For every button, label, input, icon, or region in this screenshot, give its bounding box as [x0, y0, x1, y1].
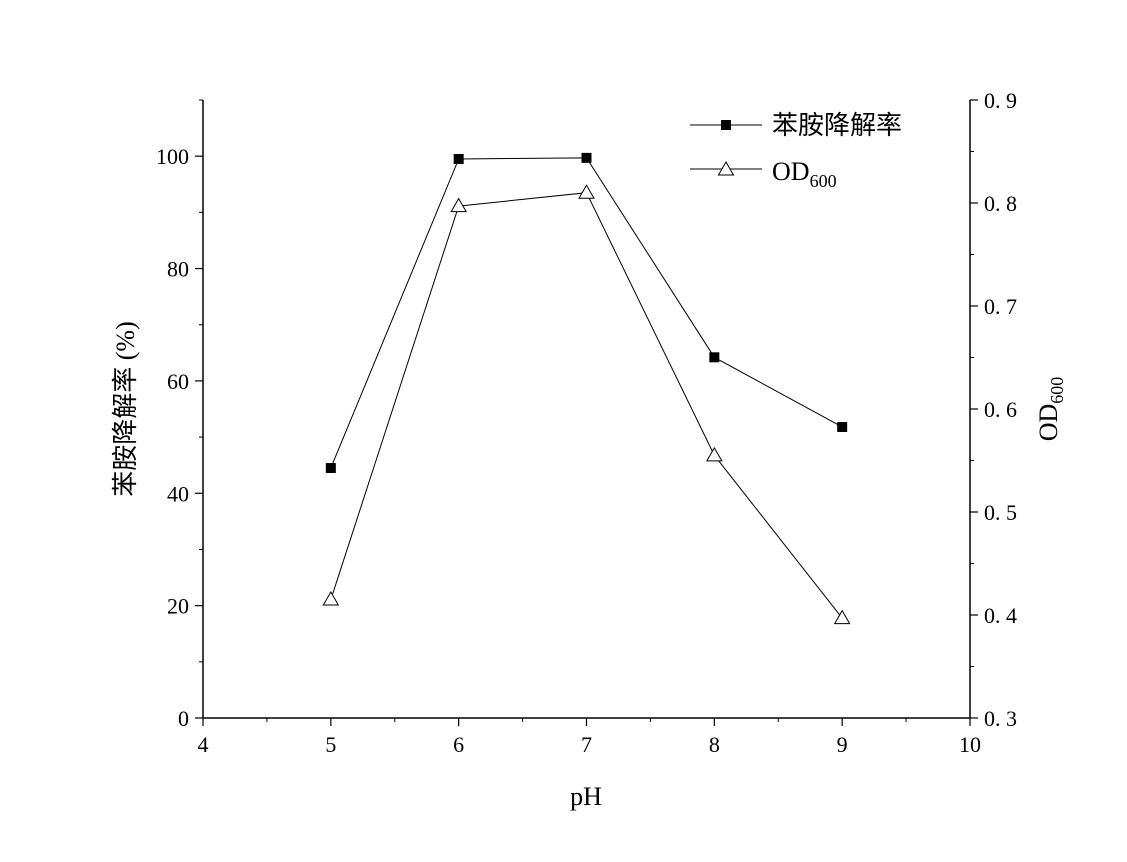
series-line-degradation — [330, 157, 843, 469]
y-right-tick-label: 0. 6 — [984, 397, 1017, 422]
data-point-degradation — [709, 352, 720, 363]
data-point-degradation — [837, 421, 848, 432]
legend-label-od600-sub: 600 — [810, 171, 837, 191]
legend-label-od600-main: OD — [772, 157, 810, 186]
y-right-axis-title-sub: 600 — [1047, 377, 1067, 404]
y-right-ticks: 0. 3 0. 4 0. 5 0. 6 0. 7 0. 8 0. 9 — [970, 88, 1017, 731]
x-axis-title: pH — [570, 782, 602, 811]
legend: 苯胺降解率 OD600 — [690, 111, 902, 191]
x-ticks: 4 5 6 7 8 9 10 — [198, 718, 981, 757]
y-right-tick-label: 0. 5 — [984, 500, 1017, 525]
y-left-tick-label: 100 — [156, 144, 189, 169]
y-right-tick-label: 0. 8 — [984, 191, 1017, 216]
y-left-tick-label: 40 — [167, 481, 189, 506]
data-point-degradation — [453, 153, 464, 164]
x-tick-label: 10 — [959, 732, 981, 757]
data-point-od600 — [578, 184, 595, 199]
x-tick-label: 5 — [325, 732, 336, 757]
series-markers — [322, 152, 851, 625]
series-lines — [330, 157, 843, 619]
y-left-tick-label: 20 — [167, 594, 189, 619]
data-point-degradation — [581, 152, 592, 163]
y-left-axis-title: 苯胺降解率 (%) — [111, 321, 140, 496]
y-right-tick-label: 0. 7 — [984, 294, 1017, 319]
y-right-tick-label: 0. 3 — [984, 706, 1017, 731]
x-tick-label: 8 — [709, 732, 720, 757]
data-point-od600 — [833, 609, 851, 625]
y-left-tick-label: 80 — [167, 257, 189, 282]
legend-entry-od600: OD600 — [690, 157, 837, 191]
series-line-od600 — [330, 192, 843, 619]
legend-label-degradation: 苯胺降解率 — [772, 111, 902, 140]
y-left-tick-label: 60 — [167, 369, 189, 394]
legend-marker-square — [721, 120, 731, 130]
x-tick-label: 4 — [198, 732, 209, 757]
legend-label-od600: OD600 — [772, 157, 837, 191]
x-tick-label: 7 — [581, 732, 592, 757]
x-tick-label: 6 — [453, 732, 464, 757]
y-left-tick-label: 0 — [178, 706, 189, 731]
data-point-od600 — [705, 446, 723, 462]
data-point-od600 — [450, 197, 468, 213]
data-point-degradation — [325, 462, 336, 473]
y-right-axis-title-main: OD — [1034, 404, 1063, 442]
x-tick-label: 9 — [837, 732, 848, 757]
y-right-axis-title: OD600 — [1034, 377, 1067, 442]
y-right-tick-label: 0. 4 — [984, 603, 1017, 628]
legend-entry-degradation: 苯胺降解率 — [690, 111, 902, 140]
y-right-tick-label: 0. 9 — [984, 88, 1017, 113]
legend-marker-triangle — [717, 160, 735, 176]
data-point-od600 — [322, 591, 340, 606]
y-left-ticks: 0 20 40 60 80 100 — [156, 99, 203, 731]
